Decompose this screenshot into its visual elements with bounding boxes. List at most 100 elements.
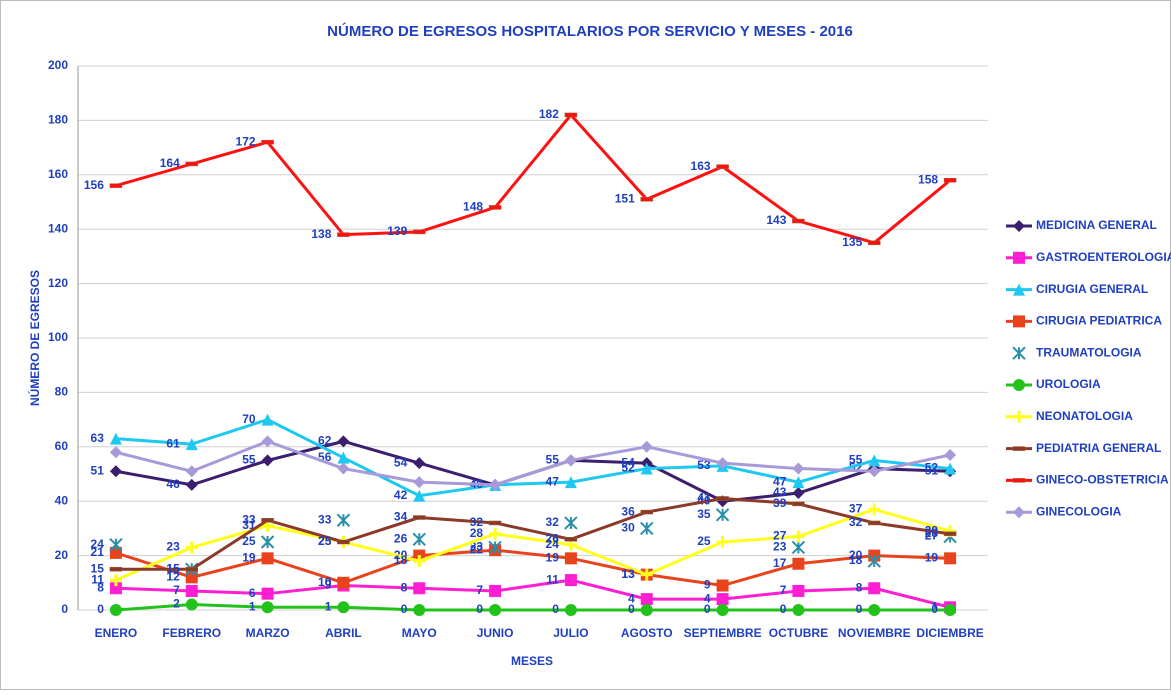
marker (186, 585, 198, 597)
x-tick-label: DICIEMBRE (916, 626, 983, 640)
x-tick-label: JUNIO (477, 626, 514, 640)
data-label: 17 (773, 556, 787, 570)
marker (262, 518, 274, 522)
data-label: 15 (91, 561, 105, 575)
marker (792, 502, 804, 506)
marker (792, 219, 804, 223)
data-label: 55 (242, 453, 256, 467)
data-label: 26 (546, 531, 560, 545)
marker (337, 540, 349, 544)
marker (565, 574, 577, 586)
data-label: 7 (173, 583, 180, 597)
data-label: 0 (856, 602, 863, 616)
marker (413, 604, 425, 616)
data-label: 18 (849, 553, 863, 567)
data-label: 0 (476, 602, 483, 616)
x-tick-label: ABRIL (325, 626, 362, 640)
marker (717, 165, 729, 169)
data-label: 6 (249, 586, 256, 600)
y-axis-title: NÚMERO DE EGRESOS (27, 270, 42, 406)
x-tick-label: OCTUBRE (769, 626, 828, 640)
marker (1013, 315, 1025, 327)
marker (1013, 252, 1025, 264)
data-label: 143 (766, 213, 786, 227)
marker (565, 604, 577, 616)
data-label: 23 (166, 540, 180, 554)
marker (944, 552, 956, 564)
marker (792, 558, 804, 570)
y-tick-label: 80 (55, 385, 69, 399)
legend-label: CIRUGIA PEDIATRICA (1036, 314, 1162, 328)
data-label: 36 (621, 504, 635, 518)
marker (489, 604, 501, 616)
data-label: 8 (401, 580, 408, 594)
x-tick-label: FEBRERO (162, 626, 221, 640)
data-label: 27 (773, 529, 787, 543)
data-label: 30 (621, 521, 635, 535)
legend-label: GINECO-OBSTETRICIA (1036, 473, 1169, 487)
y-tick-label: 40 (55, 493, 69, 507)
marker (565, 537, 577, 541)
y-tick-label: 60 (55, 439, 69, 453)
data-label: 138 (311, 227, 331, 241)
data-label: 54 (394, 455, 408, 469)
legend-label: GASTROENTEROLOGIA (1036, 250, 1171, 264)
x-tick-label: JULIO (553, 626, 588, 640)
data-label: 10 (318, 575, 332, 589)
marker (565, 113, 577, 117)
data-label: 25 (318, 534, 332, 548)
marker (641, 604, 653, 616)
marker (262, 552, 274, 564)
marker (489, 585, 501, 597)
data-label: 0 (704, 602, 711, 616)
data-label: 19 (242, 550, 256, 564)
data-label: 135 (842, 235, 862, 249)
data-label: 164 (160, 156, 180, 170)
data-label: 52 (621, 461, 635, 475)
data-label: 8 (856, 580, 863, 594)
data-label: 42 (394, 488, 408, 502)
data-label: 41 (697, 491, 711, 505)
data-label: 63 (91, 431, 105, 445)
marker (262, 140, 274, 144)
data-label: 25 (697, 534, 711, 548)
data-label: 34 (394, 510, 408, 524)
marker (868, 241, 880, 245)
data-label: 32 (849, 515, 863, 529)
marker (565, 552, 577, 564)
y-tick-label: 100 (48, 330, 68, 344)
marker (868, 582, 880, 594)
data-label: 7 (780, 583, 787, 597)
marker (489, 205, 501, 209)
y-tick-label: 120 (48, 276, 68, 290)
marker (262, 601, 274, 613)
marker (413, 516, 425, 520)
data-label: 15 (166, 561, 180, 575)
data-label: 158 (918, 172, 938, 186)
data-label: 47 (546, 474, 560, 488)
marker (489, 521, 501, 525)
data-label: 24 (91, 537, 105, 551)
marker (1013, 447, 1025, 451)
marker (944, 604, 956, 616)
x-tick-label: MAYO (402, 626, 437, 640)
data-label: 0 (628, 602, 635, 616)
x-tick-label: AGOSTO (621, 626, 673, 640)
marker (717, 496, 729, 500)
legend-label: MEDICINA GENERAL (1036, 218, 1157, 232)
marker (337, 601, 349, 613)
x-tick-label: ENERO (95, 626, 138, 640)
y-tick-label: 180 (48, 113, 68, 127)
legend-label: GINECOLOGIA (1036, 504, 1122, 518)
data-label: 18 (394, 553, 408, 567)
data-label: 55 (849, 453, 863, 467)
data-label: 163 (691, 159, 711, 173)
data-label: 28 (925, 526, 939, 540)
y-tick-label: 200 (48, 58, 68, 72)
data-label: 148 (463, 200, 483, 214)
data-label: 19 (546, 550, 560, 564)
marker (868, 604, 880, 616)
marker (717, 604, 729, 616)
marker (641, 593, 653, 605)
data-label: 151 (615, 191, 635, 205)
